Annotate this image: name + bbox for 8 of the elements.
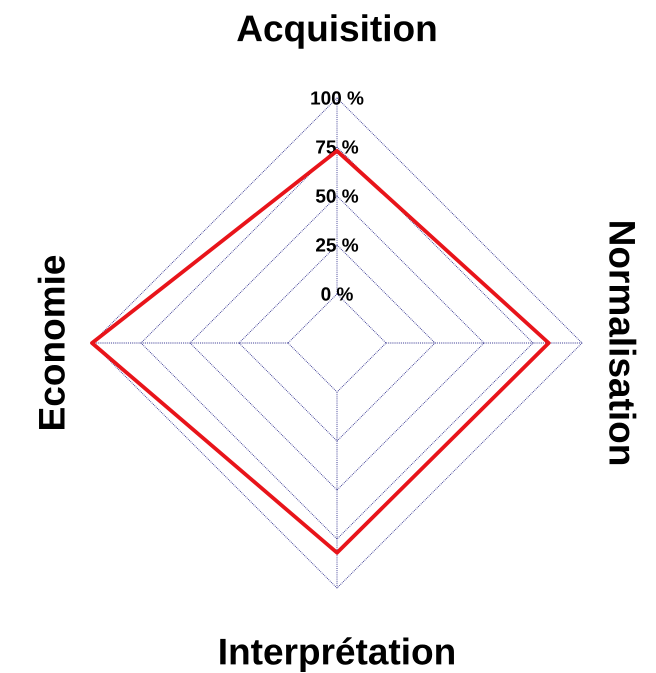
spoke-label: Interprétation [220, 637, 454, 672]
y-tick-label: 25 % [316, 238, 358, 252]
spoke-label: Normalisation [609, 222, 636, 464]
spoke-label: Economie [38, 256, 65, 429]
y-tick-label: 50 % [316, 189, 358, 203]
spoke-label: Acquisition [237, 14, 436, 49]
y-tick-label: 0 % [321, 287, 353, 301]
y-tick-label: 100 % [311, 91, 364, 105]
